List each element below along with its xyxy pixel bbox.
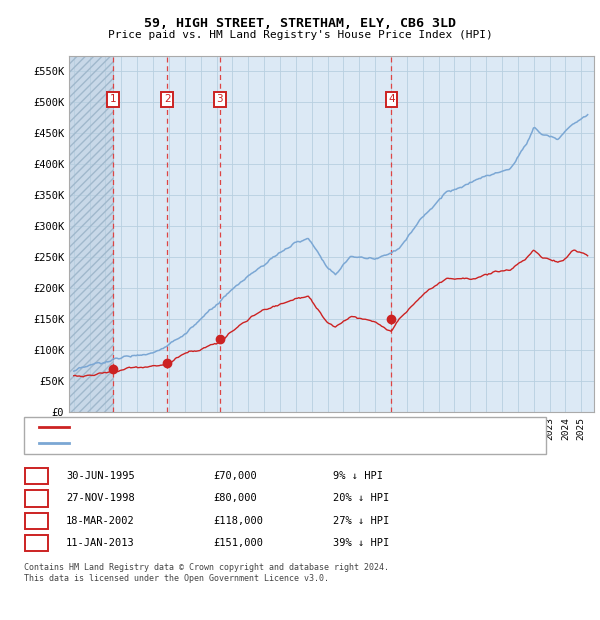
Text: 4: 4 xyxy=(388,94,395,104)
Text: 18-MAR-2002: 18-MAR-2002 xyxy=(66,516,135,526)
Text: 27% ↓ HPI: 27% ↓ HPI xyxy=(333,516,389,526)
Text: 3: 3 xyxy=(217,94,223,104)
Text: 9% ↓ HPI: 9% ↓ HPI xyxy=(333,471,383,481)
Text: £70,000: £70,000 xyxy=(213,471,257,481)
Text: 4: 4 xyxy=(34,538,40,548)
Text: 1: 1 xyxy=(110,94,116,104)
Text: £118,000: £118,000 xyxy=(213,516,263,526)
Text: £80,000: £80,000 xyxy=(213,494,257,503)
Text: 27-NOV-1998: 27-NOV-1998 xyxy=(66,494,135,503)
Bar xyxy=(69,56,113,412)
Text: 2: 2 xyxy=(164,94,170,104)
Text: 30-JUN-1995: 30-JUN-1995 xyxy=(66,471,135,481)
Text: Price paid vs. HM Land Registry's House Price Index (HPI): Price paid vs. HM Land Registry's House … xyxy=(107,30,493,40)
Text: 59, HIGH STREET, STRETHAM, ELY, CB6 3LD (detached house): 59, HIGH STREET, STRETHAM, ELY, CB6 3LD … xyxy=(75,422,404,432)
Text: 59, HIGH STREET, STRETHAM, ELY, CB6 3LD: 59, HIGH STREET, STRETHAM, ELY, CB6 3LD xyxy=(144,17,456,30)
Bar xyxy=(69,56,113,412)
Text: 1: 1 xyxy=(34,471,40,481)
Text: Contains HM Land Registry data © Crown copyright and database right 2024.: Contains HM Land Registry data © Crown c… xyxy=(24,563,389,572)
Text: 3: 3 xyxy=(34,516,40,526)
Text: 2: 2 xyxy=(34,494,40,503)
Text: 11-JAN-2013: 11-JAN-2013 xyxy=(66,538,135,548)
Text: 39% ↓ HPI: 39% ↓ HPI xyxy=(333,538,389,548)
Text: HPI: Average price, detached house, East Cambridgeshire: HPI: Average price, detached house, East… xyxy=(75,438,398,448)
Text: £151,000: £151,000 xyxy=(213,538,263,548)
Text: This data is licensed under the Open Government Licence v3.0.: This data is licensed under the Open Gov… xyxy=(24,574,329,583)
Text: 20% ↓ HPI: 20% ↓ HPI xyxy=(333,494,389,503)
